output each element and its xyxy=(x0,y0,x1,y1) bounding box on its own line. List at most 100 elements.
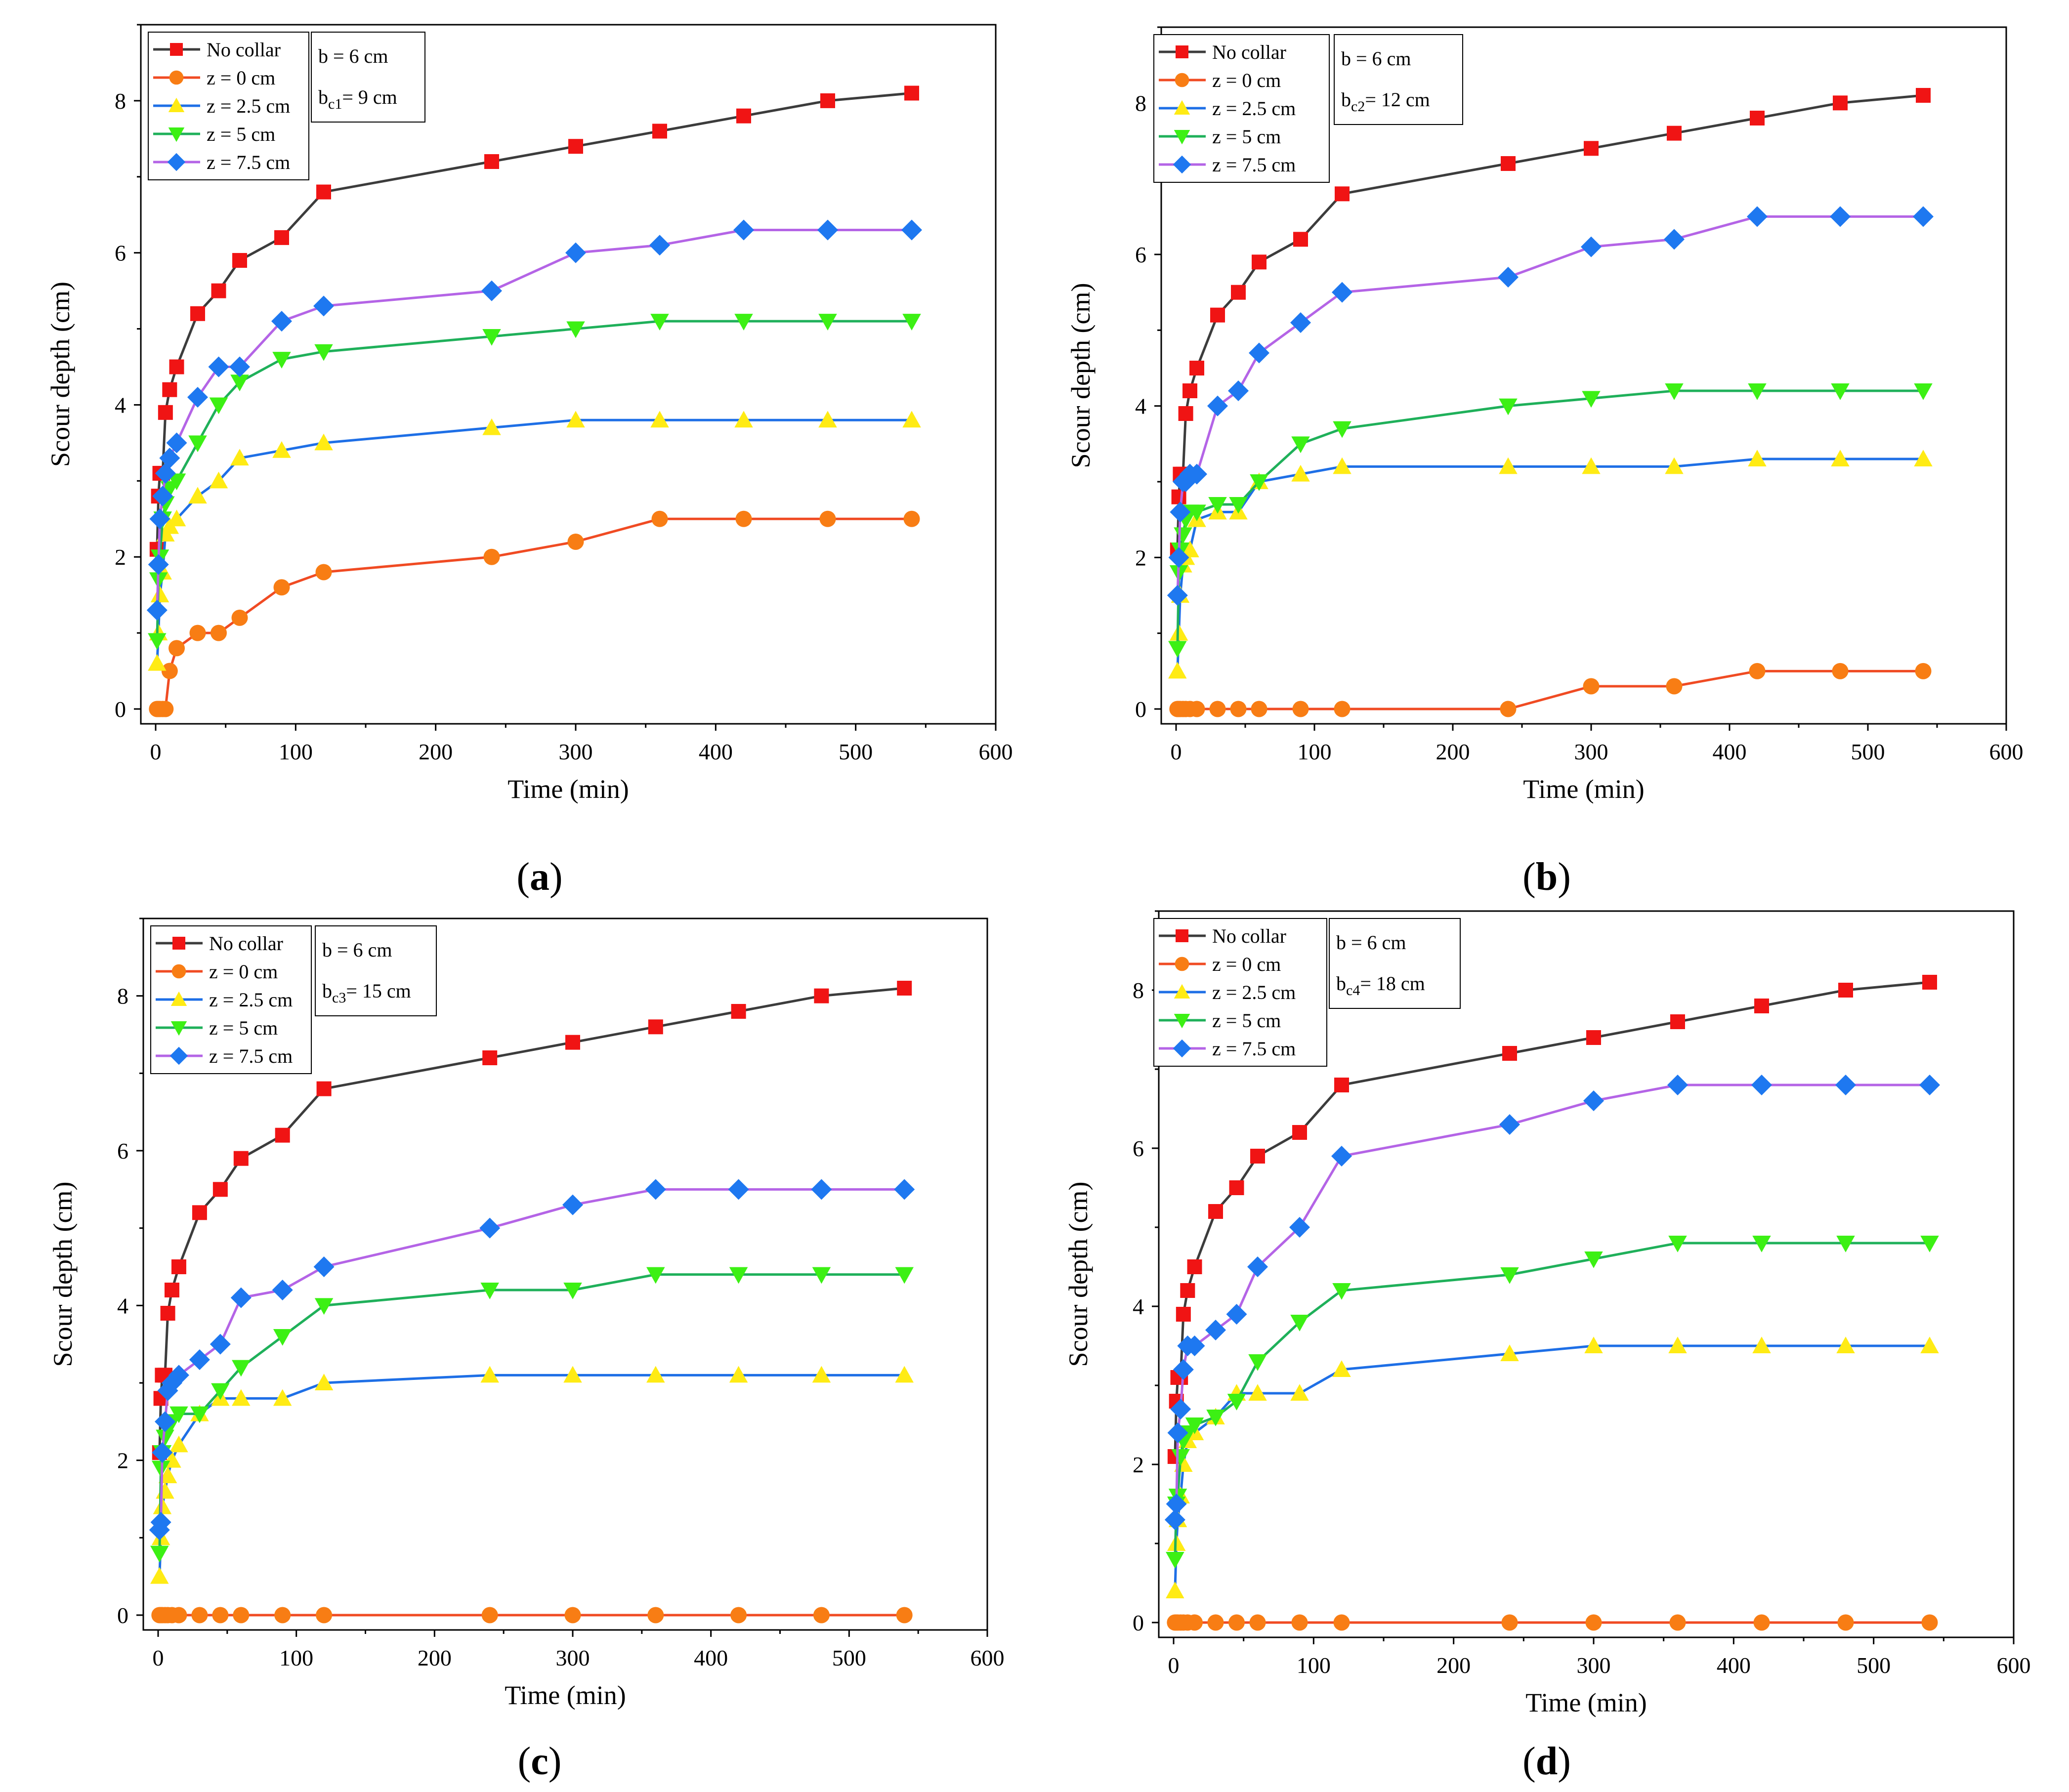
data-point xyxy=(1187,1259,1202,1274)
series-line-3 xyxy=(156,320,912,641)
data-point xyxy=(1498,267,1519,288)
data-point xyxy=(1291,464,1310,482)
data-point xyxy=(1231,285,1246,300)
data-point xyxy=(159,448,180,469)
legend-marker xyxy=(167,153,186,171)
annotation: b = 6 cm bc2= 12 cm xyxy=(1334,34,1463,125)
legend: No collar z = 0 cm z = 2.5 cm z = 5 cm z = 7… xyxy=(1153,918,1327,1067)
data-point xyxy=(820,93,835,108)
data-point xyxy=(1500,701,1517,717)
data-point xyxy=(1170,1399,1191,1419)
data-point xyxy=(1921,1614,1938,1631)
data-point xyxy=(230,449,249,466)
data-point xyxy=(316,184,331,200)
x-tick-label: 300 xyxy=(1577,1653,1611,1678)
data-point xyxy=(1913,206,1934,227)
data-point xyxy=(650,314,669,331)
x-tick-label: 600 xyxy=(1997,1653,2031,1678)
data-point xyxy=(1173,1359,1194,1380)
data-point xyxy=(480,1283,499,1299)
x-tick-label: 400 xyxy=(1713,739,1747,764)
data-point xyxy=(1228,380,1249,401)
data-point xyxy=(650,411,669,428)
data-point xyxy=(1583,1090,1604,1111)
series-line-4 xyxy=(1174,1084,1930,1520)
legend-marker xyxy=(170,43,183,56)
data-point xyxy=(1178,406,1193,421)
data-point xyxy=(150,585,169,603)
annotation: b = 6 cm bc1= 9 cm xyxy=(311,32,425,123)
legend-marker xyxy=(172,937,185,950)
data-point xyxy=(272,441,291,458)
data-point xyxy=(1292,701,1309,717)
data-point xyxy=(897,981,912,996)
x-axis-title: Time (min) xyxy=(1525,1688,1647,1717)
data-point xyxy=(273,1389,292,1406)
data-point xyxy=(1228,1614,1245,1631)
data-point xyxy=(895,1267,914,1284)
data-point xyxy=(1186,1614,1203,1631)
data-point xyxy=(1226,1304,1247,1325)
series-markers-3 xyxy=(1166,1236,1939,1569)
panel-letter: d xyxy=(1535,1740,1558,1783)
data-point xyxy=(1252,254,1267,270)
data-point xyxy=(208,356,229,377)
data-point xyxy=(149,508,170,530)
data-point xyxy=(1184,1335,1205,1356)
data-point xyxy=(1207,1614,1224,1631)
data-point xyxy=(1167,585,1188,606)
legend: No collar z = 0 cm z = 2.5 cm z = 5 cm z = 7… xyxy=(148,32,309,180)
x-tick-label: 300 xyxy=(556,1645,590,1670)
x-tick-label: 100 xyxy=(279,1645,313,1670)
series-line-1 xyxy=(157,517,912,710)
series-line-4 xyxy=(1176,215,1923,596)
data-point xyxy=(902,411,921,428)
data-point xyxy=(901,219,922,241)
data-point xyxy=(1748,383,1767,400)
panel-label-b: (b) xyxy=(1522,855,1571,899)
x-tick-label: 200 xyxy=(1436,1653,1471,1678)
x-tick-label: 400 xyxy=(699,739,733,764)
data-point xyxy=(1229,497,1248,514)
data-point xyxy=(164,1283,179,1297)
legend-marker xyxy=(1174,130,1190,145)
data-point xyxy=(1665,457,1684,474)
legend-marker xyxy=(1174,1014,1190,1029)
data-point xyxy=(1188,701,1205,717)
data-point xyxy=(148,654,167,671)
legend: No collar z = 0 cm z = 2.5 cm z = 5 cm z = 7… xyxy=(1153,34,1330,183)
legend-label: No collar xyxy=(209,932,283,955)
data-point xyxy=(729,1267,748,1284)
y-axis-title: Scour depth (cm) xyxy=(48,1182,78,1367)
data-point xyxy=(812,1366,831,1383)
data-point xyxy=(566,411,585,428)
legend-label: z = 0 cm xyxy=(1212,953,1281,975)
y-tick-label: 8 xyxy=(117,984,128,1009)
x-tick-label: 500 xyxy=(1851,739,1885,764)
data-point xyxy=(1499,1114,1520,1135)
data-point xyxy=(1248,1384,1267,1401)
data-point xyxy=(646,1366,665,1383)
data-point xyxy=(1289,1217,1310,1238)
x-tick-label: 600 xyxy=(1989,739,2024,764)
data-point xyxy=(210,1334,231,1355)
series-markers-1 xyxy=(1167,1614,1938,1631)
data-point xyxy=(1836,1336,1855,1353)
y-tick-label: 6 xyxy=(117,1138,128,1164)
series-markers-0 xyxy=(1167,975,1937,1464)
x-tick-label: 500 xyxy=(839,739,873,764)
data-point xyxy=(152,1442,173,1463)
data-point xyxy=(273,579,290,596)
data-point xyxy=(188,487,207,504)
data-point xyxy=(150,1567,169,1584)
y-tick-label: 4 xyxy=(1133,1294,1144,1319)
data-point xyxy=(1333,1614,1350,1631)
annotation-collar-width: bc1= 9 cm xyxy=(318,86,397,112)
legend-label: z = 2.5 cm xyxy=(1212,981,1296,1003)
x-tick-label: 400 xyxy=(1717,1653,1751,1678)
legend-marker xyxy=(168,97,185,112)
data-point xyxy=(1920,1236,1939,1252)
data-point xyxy=(1229,1180,1244,1195)
data-point xyxy=(1584,1336,1603,1353)
legend-label: z = 0 cm xyxy=(209,960,278,983)
